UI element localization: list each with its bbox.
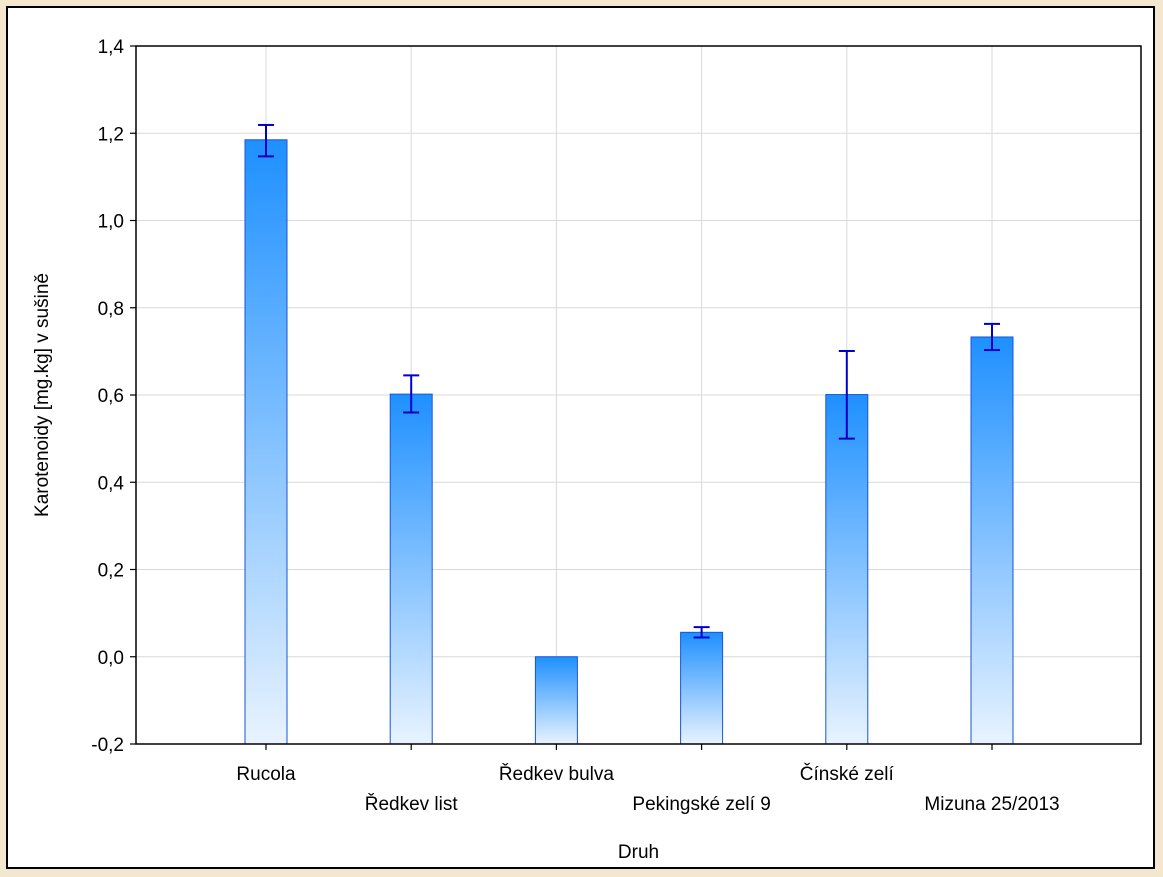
y-tick-label: -0,2: [91, 735, 124, 756]
x-axis-title: Druh: [618, 842, 659, 863]
x-tick-label: Čínské zelí: [800, 763, 895, 785]
chart-frame: -0,2 0,0 0,2 0,4 0,6 0,8 1,0 1,2 1,4 Rucola Ředke…: [6, 6, 1155, 869]
bar-pekingsk-zel-9: [680, 631, 724, 745]
x-tick-label: Mizuna 25/2013: [924, 794, 1059, 815]
error-bars: [258, 123, 1000, 639]
bar--nsk-zel-: [825, 394, 869, 745]
x-axis: Rucola Ředkev list Ředkev bulva Pekingské z…: [236, 744, 1060, 815]
y-tick-label: 1,0: [98, 212, 124, 233]
y-tick-label: 0,6: [98, 386, 124, 407]
bar-chart: -0,2 0,0 0,2 0,4 0,6 0,8 1,0 1,2 1,4 Rucola Ředke…: [32, 37, 1142, 863]
y-tick-label: 0,2: [98, 561, 124, 582]
y-axis-title: Karotenoidy [mg.kg] v sušině: [32, 273, 53, 517]
x-tick-label: Ředkev list: [365, 793, 459, 815]
y-axis: -0,2 0,0 0,2 0,4 0,6 0,8 1,0 1,2 1,4: [91, 37, 136, 756]
x-tick-label: Ředkev bulva: [499, 763, 615, 785]
bar-mizuna-25-2013: [970, 336, 1014, 745]
y-tick-label: 0,4: [98, 473, 125, 494]
y-tick-label: 0,8: [98, 299, 124, 320]
y-tick-label: 1,2: [98, 124, 124, 145]
bars: [244, 139, 1014, 745]
y-tick-label: 1,4: [98, 37, 125, 58]
bar--edkev-bulva: [534, 656, 578, 745]
x-tick-label: Rucola: [236, 764, 296, 785]
bar-rucola: [244, 139, 288, 745]
y-tick-label: 0,0: [98, 648, 124, 669]
x-tick-label: Pekingské zelí 9: [632, 794, 770, 815]
bar--edkev-list: [389, 393, 433, 745]
